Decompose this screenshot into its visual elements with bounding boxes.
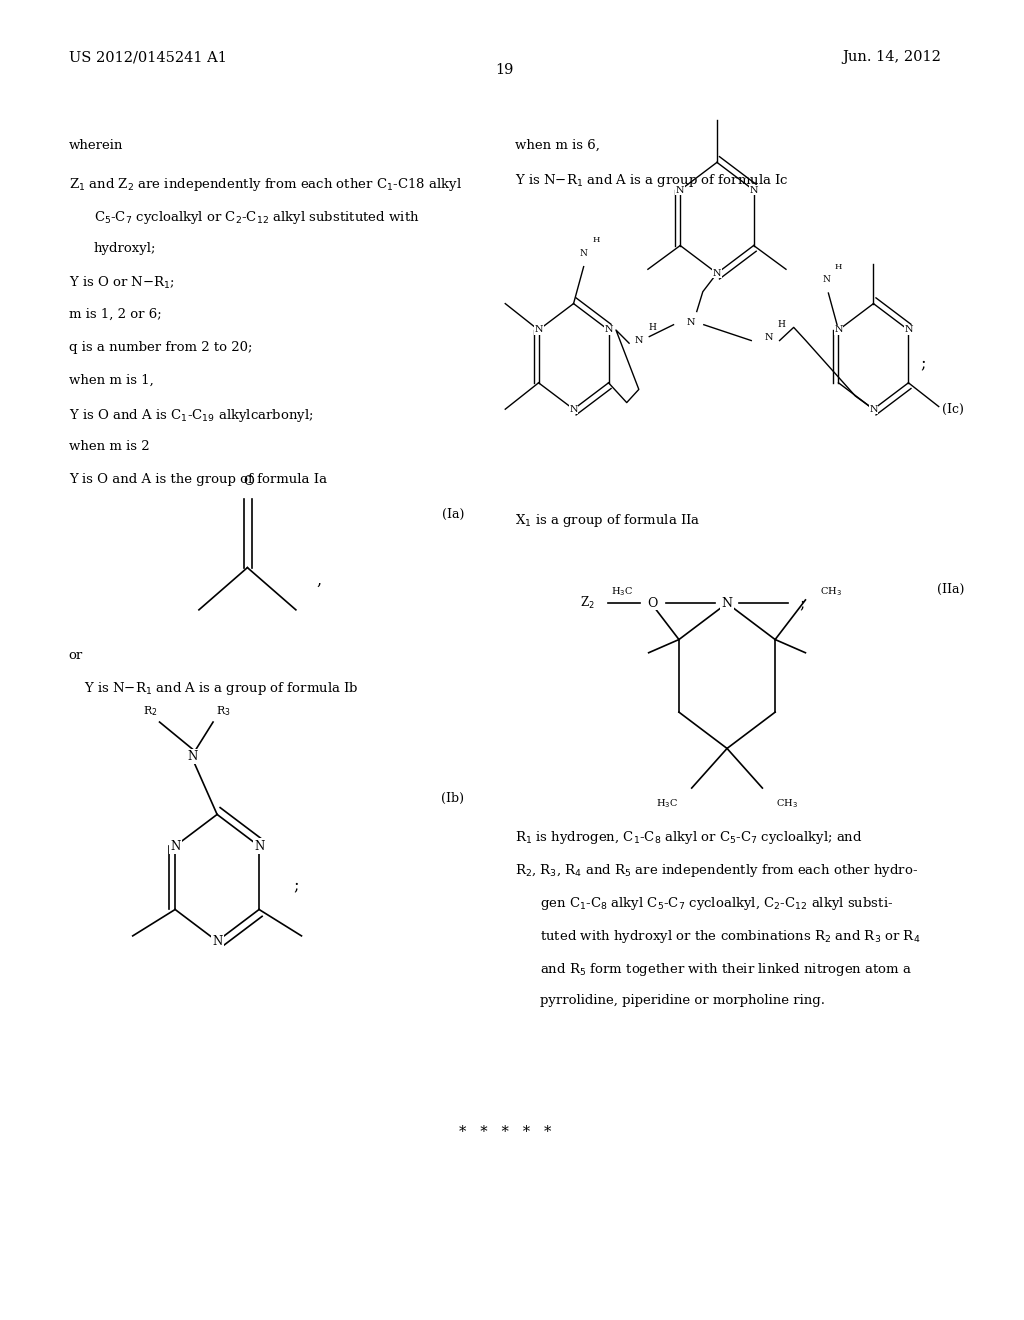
Text: (IIa): (IIa) bbox=[937, 583, 965, 597]
Text: H$_3$C: H$_3$C bbox=[611, 586, 634, 598]
Text: or: or bbox=[69, 649, 83, 663]
Text: hydroxyl;: hydroxyl; bbox=[94, 242, 157, 255]
Text: N: N bbox=[676, 186, 684, 194]
Text: CH$_3$: CH$_3$ bbox=[775, 797, 798, 810]
Text: N: N bbox=[569, 405, 578, 413]
Text: N: N bbox=[750, 186, 758, 194]
Text: when m is 2: when m is 2 bbox=[69, 440, 150, 453]
Text: (Ic): (Ic) bbox=[942, 403, 965, 416]
Text: wherein: wherein bbox=[69, 139, 123, 152]
Text: q is a number from 2 to 20;: q is a number from 2 to 20; bbox=[69, 341, 252, 354]
Text: N: N bbox=[904, 326, 912, 334]
Text: N: N bbox=[713, 269, 721, 277]
Text: N: N bbox=[764, 334, 773, 342]
Text: (Ib): (Ib) bbox=[441, 792, 465, 805]
Text: CH$_3$: CH$_3$ bbox=[819, 586, 842, 598]
Text: ;: ; bbox=[294, 876, 299, 892]
Text: tuted with hydroxyl or the combinations R$_2$ and R$_3$ or R$_4$: tuted with hydroxyl or the combinations … bbox=[541, 928, 921, 945]
Text: N: N bbox=[535, 326, 543, 334]
Text: when m is 1,: when m is 1, bbox=[69, 374, 154, 387]
Text: US 2012/0145241 A1: US 2012/0145241 A1 bbox=[69, 50, 226, 65]
Text: gen C$_1$-C$_8$ alkyl C$_5$-C$_7$ cycloalkyl, C$_2$-C$_{12}$ alkyl substi-: gen C$_1$-C$_8$ alkyl C$_5$-C$_7$ cycloa… bbox=[541, 895, 894, 912]
Text: H$_3$C: H$_3$C bbox=[656, 797, 679, 810]
Text: O: O bbox=[243, 475, 254, 488]
Text: H: H bbox=[777, 321, 785, 329]
Text: N: N bbox=[822, 276, 830, 284]
Text: N: N bbox=[686, 318, 695, 326]
Text: *   *   *   *   *: * * * * * bbox=[459, 1125, 551, 1139]
Text: X$_1$ is a group of formula IIa: X$_1$ is a group of formula IIa bbox=[515, 512, 700, 529]
Text: R$_2$, R$_3$, R$_4$ and R$_5$ are independently from each other hydro-: R$_2$, R$_3$, R$_4$ and R$_5$ are indepe… bbox=[515, 862, 919, 879]
Text: ,: , bbox=[316, 573, 322, 589]
Text: when m is 6,: when m is 6, bbox=[515, 139, 600, 152]
Text: Y is O and A is the group of formula Ia: Y is O and A is the group of formula Ia bbox=[69, 473, 327, 486]
Text: m is 1, 2 or 6;: m is 1, 2 or 6; bbox=[69, 308, 162, 321]
Text: H: H bbox=[835, 263, 842, 271]
Text: H: H bbox=[592, 236, 599, 244]
Text: 19: 19 bbox=[496, 63, 514, 78]
Text: ;: ; bbox=[800, 595, 805, 611]
Text: Y is N$\mathrm{-}$R$_1$ and A is a group of formula Ic: Y is N$\mathrm{-}$R$_1$ and A is a group… bbox=[515, 172, 788, 189]
Text: ;: ; bbox=[921, 355, 926, 371]
Text: R$_1$ is hydrogen, C$_1$-C$_8$ alkyl or C$_5$-C$_7$ cycloalkyl; and: R$_1$ is hydrogen, C$_1$-C$_8$ alkyl or … bbox=[515, 829, 862, 846]
Text: R$_3$: R$_3$ bbox=[216, 705, 230, 718]
Text: N: N bbox=[187, 750, 198, 763]
Text: H: H bbox=[648, 323, 656, 331]
Text: pyrrolidine, piperidine or morpholine ring.: pyrrolidine, piperidine or morpholine ri… bbox=[541, 994, 825, 1007]
Text: Jun. 14, 2012: Jun. 14, 2012 bbox=[843, 50, 941, 65]
Text: N: N bbox=[254, 840, 264, 853]
Text: N: N bbox=[635, 337, 643, 345]
Text: and R$_5$ form together with their linked nitrogen atom a: and R$_5$ form together with their linke… bbox=[541, 961, 912, 978]
Text: N: N bbox=[869, 405, 878, 413]
Text: N: N bbox=[835, 326, 843, 334]
Text: C$_5$-C$_7$ cycloalkyl or C$_2$-C$_{12}$ alkyl substituted with: C$_5$-C$_7$ cycloalkyl or C$_2$-C$_{12}$… bbox=[94, 209, 420, 226]
Text: O: O bbox=[647, 597, 657, 610]
Text: R$_2$: R$_2$ bbox=[143, 705, 158, 718]
Text: Y is N$\mathrm{-}$R$_1$ and A is a group of formula Ib: Y is N$\mathrm{-}$R$_1$ and A is a group… bbox=[84, 680, 358, 697]
Text: Y is O or N$\mathrm{-}$R$_1$;: Y is O or N$\mathrm{-}$R$_1$; bbox=[69, 275, 175, 290]
Text: N: N bbox=[604, 326, 612, 334]
Text: N: N bbox=[212, 935, 222, 948]
Text: (Ia): (Ia) bbox=[442, 508, 465, 521]
Text: N: N bbox=[580, 249, 588, 257]
Text: Z$_2$: Z$_2$ bbox=[581, 595, 595, 611]
Text: N: N bbox=[722, 597, 732, 610]
Text: Z$_1$ and Z$_2$ are independently from each other C$_1$-C18 alkyl: Z$_1$ and Z$_2$ are independently from e… bbox=[69, 176, 462, 193]
Text: Y is O and A is C$_1$-C$_{19}$ alkylcarbonyl;: Y is O and A is C$_1$-C$_{19}$ alkylcarb… bbox=[69, 407, 313, 424]
Text: N: N bbox=[170, 840, 180, 853]
